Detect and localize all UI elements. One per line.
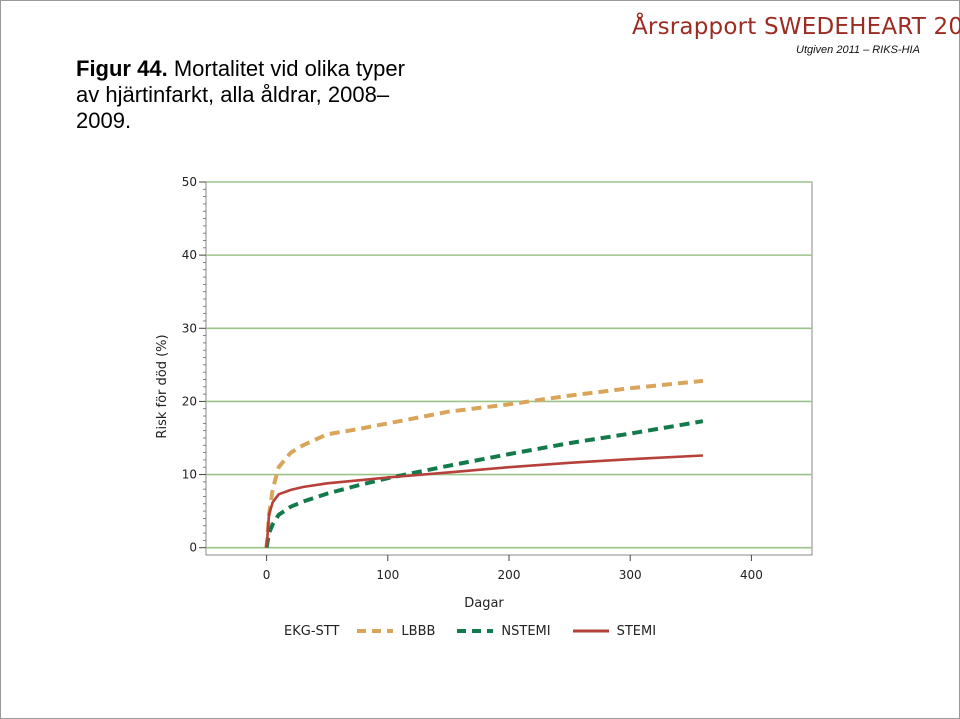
legend-title: EKG-STT — [284, 623, 340, 639]
x-tick-label: 0 — [263, 568, 271, 582]
legend-item-stemi: STEMI — [572, 623, 657, 639]
y-tick-label: 0 — [189, 541, 197, 555]
figure-text: Mortalitet vid olika typer av hjärtinfar… — [76, 56, 405, 133]
figure-label: Figur 44. — [76, 56, 168, 81]
x-tick-label: 300 — [619, 568, 642, 582]
legend-label-nstemi: NSTEMI — [501, 623, 551, 639]
chart-legend: EKG-STT LBBB NSTEMI STEMI — [284, 620, 678, 642]
legend-label-lbbb: LBBB — [401, 623, 436, 639]
x-axis-label: Dagar — [464, 596, 504, 610]
logo-brand: Årsrapport SWEDEHEART — [632, 14, 927, 40]
legend-swatch-nstemi — [457, 629, 494, 633]
y-tick-label: 50 — [182, 175, 197, 189]
x-tick-label: 200 — [498, 568, 521, 582]
legend-item-nstemi: NSTEMI — [457, 623, 551, 639]
legend-swatch-lbbb — [357, 629, 394, 633]
logo-year: 2010 — [933, 14, 960, 40]
report-logo: Årsrapport SWEDEHEART 2010 — [632, 14, 960, 40]
y-tick-label: 40 — [182, 248, 197, 262]
report-subtitle: Utgiven 2011 – RIKS-HIA — [796, 44, 920, 56]
y-tick-label: 20 — [182, 394, 197, 408]
legend-label-stemi: STEMI — [616, 623, 657, 639]
y-tick-label: 10 — [182, 468, 197, 482]
legend-swatch-stemi — [572, 629, 609, 633]
plot-frame — [205, 181, 813, 556]
x-tick-label: 400 — [740, 568, 763, 582]
series-line-stemi — [265, 454, 703, 548]
legend-item-lbbb: LBBB — [357, 624, 435, 639]
figure-title: Figur 44. Mortalitet vid olika typer av … — [76, 56, 416, 134]
series-line-nstemi — [264, 419, 704, 549]
series-line-lbbb — [264, 378, 704, 548]
y-axis-label: Risk för död (%) — [155, 334, 170, 438]
y-tick-label: 30 — [182, 321, 197, 335]
x-tick-label: 100 — [376, 568, 399, 582]
mortality-chart: 0 10 20 30 40 50 0 100 200 300 400 Dagar Risk för dö… — [155, 175, 813, 610]
